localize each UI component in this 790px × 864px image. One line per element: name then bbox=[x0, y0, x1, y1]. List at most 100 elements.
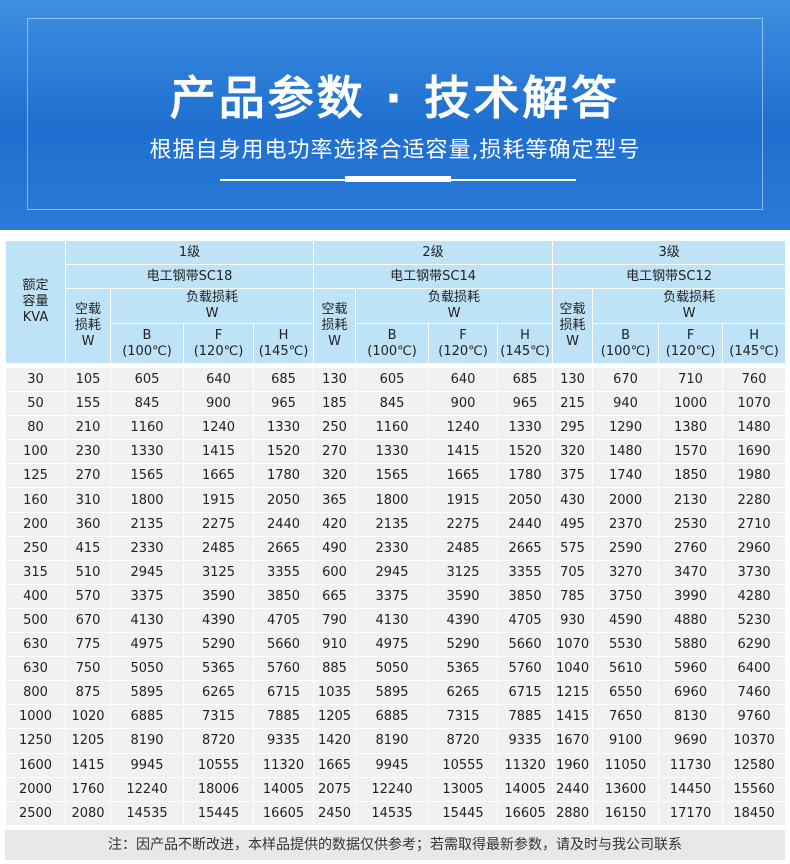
table-cell: 2500 bbox=[5, 800, 66, 826]
temp-class-header: H (145℃) bbox=[252, 323, 315, 364]
table-cell: 685 bbox=[497, 366, 554, 393]
header-text: 空载 bbox=[321, 302, 348, 317]
table-row: 200 360 2135 2275 2440 420 2135 2275 2440 495 2370… bbox=[5, 511, 787, 537]
table-cell: 1330 bbox=[355, 439, 430, 465]
header-text: (145℃) bbox=[258, 343, 309, 359]
header-text: (120℃) bbox=[438, 343, 488, 359]
table-cell: 2075 bbox=[313, 776, 357, 802]
table-cell: 310 bbox=[65, 487, 111, 513]
table-cell: 14005 bbox=[252, 776, 315, 802]
table-cell: 965 bbox=[252, 391, 315, 417]
header-text: W bbox=[81, 334, 95, 349]
table-cell: 6265 bbox=[428, 680, 499, 706]
table-cell: 2760 bbox=[658, 535, 724, 561]
table-cell: 600 bbox=[313, 559, 357, 585]
table-cell: 10555 bbox=[428, 752, 499, 778]
table-cell: 9690 bbox=[658, 728, 724, 754]
table-cell: 775 bbox=[65, 632, 111, 658]
table-cell: 800 bbox=[5, 680, 66, 706]
table-cell: 14535 bbox=[355, 800, 430, 826]
table-cell: 3355 bbox=[497, 559, 554, 585]
table-cell: 2370 bbox=[592, 511, 660, 537]
table-cell: 3590 bbox=[183, 583, 254, 609]
table-cell: 7650 bbox=[592, 704, 660, 730]
table-cell: 12240 bbox=[110, 776, 184, 802]
table-cell: 670 bbox=[65, 607, 111, 634]
table-cell: 420 bbox=[313, 511, 357, 537]
table-cell: 2000 bbox=[5, 776, 66, 802]
table-cell: 5610 bbox=[592, 656, 660, 682]
table-cell: 2330 bbox=[355, 535, 430, 561]
table-cell: 875 bbox=[65, 680, 111, 706]
table-cell: 6400 bbox=[722, 656, 787, 682]
header-text: 损耗 bbox=[559, 318, 586, 333]
table-cell: 2080 bbox=[65, 800, 111, 826]
table-cell: 4390 bbox=[428, 607, 499, 634]
table-cell: 1160 bbox=[110, 415, 184, 441]
table-row: 250 415 2330 2485 2665 490 2330 2485 2665 575 2590… bbox=[5, 535, 787, 561]
table-row: 100 230 1330 1415 1520 270 1330 1415 1520 320 1480… bbox=[5, 439, 787, 465]
table-cell: 1070 bbox=[722, 391, 787, 417]
table-row: 500 670 4130 4390 4705 790 4130 4390 4705 930 4590… bbox=[5, 607, 787, 634]
table-cell: 1565 bbox=[355, 463, 430, 489]
material-header: 电工钢带SC12 bbox=[552, 264, 787, 289]
table-cell: 50 bbox=[5, 391, 66, 417]
table-cell: 605 bbox=[110, 366, 184, 393]
temp-class-header: H (145℃) bbox=[497, 323, 554, 364]
table-cell: 7885 bbox=[497, 704, 554, 730]
table-cell: 5880 bbox=[658, 632, 724, 658]
table-cell: 665 bbox=[313, 583, 357, 609]
table-cell: 100 bbox=[5, 439, 66, 465]
header-text: 空载 bbox=[74, 302, 101, 317]
table-cell: 3125 bbox=[428, 559, 499, 585]
table-cell: 130 bbox=[313, 366, 357, 393]
table-cell: 3850 bbox=[497, 583, 554, 609]
spec-table-wrap: 额定 容量 KVA 1级 2级 3级 电工钢带SC18 电工钢带SC14 电工钢带SC12 空载损… bbox=[4, 240, 787, 826]
table-cell: 1665 bbox=[313, 752, 357, 778]
table-cell: 4280 bbox=[722, 583, 787, 609]
table-cell: 605 bbox=[355, 366, 430, 393]
footer-note: 注：因产品不断改进，本样品提供的数据仅供参考；若需取得最新参数，请及时与我公司联… bbox=[5, 830, 785, 860]
table-cell: 11320 bbox=[497, 752, 554, 778]
table-cell: 1520 bbox=[497, 439, 554, 465]
table-row: 2000 1760 12240 18006 14005 2075 12240 13005 140… bbox=[5, 776, 787, 802]
table-cell: 3125 bbox=[183, 559, 254, 585]
table-cell: 5365 bbox=[428, 656, 499, 682]
table-cell: 2665 bbox=[252, 535, 315, 561]
table-cell: 1240 bbox=[183, 415, 254, 441]
header-text: H bbox=[520, 327, 530, 343]
table-cell: 4590 bbox=[592, 607, 660, 634]
table-cell: 3270 bbox=[592, 559, 660, 585]
table-cell: 845 bbox=[110, 391, 184, 417]
table-cell: 11730 bbox=[658, 752, 724, 778]
table-cell: 900 bbox=[428, 391, 499, 417]
table-cell: 5660 bbox=[497, 632, 554, 658]
grade-header: 2级 bbox=[313, 240, 554, 265]
table-cell: 6290 bbox=[722, 632, 787, 658]
table-cell: 785 bbox=[552, 583, 594, 609]
table-cell: 2440 bbox=[252, 511, 315, 537]
table-cell: 2135 bbox=[355, 511, 430, 537]
table-cell: 5895 bbox=[110, 680, 184, 706]
table-cell: 750 bbox=[65, 656, 111, 682]
table-cell: 845 bbox=[355, 391, 430, 417]
table-cell: 1780 bbox=[252, 463, 315, 489]
table-cell: 1205 bbox=[65, 728, 111, 754]
noload-loss-header: 空载 损耗 W bbox=[313, 288, 357, 364]
table-cell: 1000 bbox=[658, 391, 724, 417]
table-cell: 5660 bbox=[252, 632, 315, 658]
table-cell: 5290 bbox=[428, 632, 499, 658]
temp-class-header: F (120℃) bbox=[183, 323, 254, 364]
table-cell: 1380 bbox=[658, 415, 724, 441]
temp-class-header: H (145℃) bbox=[722, 323, 787, 364]
table-cell: 1980 bbox=[722, 463, 787, 489]
table-cell: 4705 bbox=[252, 607, 315, 634]
table-cell: 7315 bbox=[428, 704, 499, 730]
table-cell: 1800 bbox=[110, 487, 184, 513]
table-row: 630 775 4975 5290 5660 910 4975 5290 5660 1070 553… bbox=[5, 632, 787, 658]
load-loss-header: 负载损耗 W bbox=[109, 288, 315, 324]
table-cell: 9945 bbox=[355, 752, 430, 778]
table-cell: 3750 bbox=[592, 583, 660, 609]
table-cell: 270 bbox=[313, 439, 357, 465]
table-cell: 5530 bbox=[592, 632, 660, 658]
